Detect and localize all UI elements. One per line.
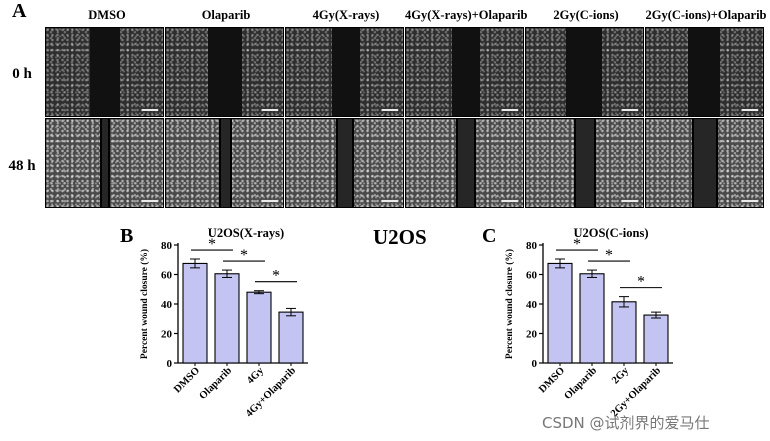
chart-xrays: U2OS(X-rays) Percent wound closure (%) 0 20… xyxy=(139,226,308,419)
column-header-2gy-cions: 2Gy(C-ions) xyxy=(553,8,619,22)
chart-cions-significance-star: * xyxy=(605,247,613,264)
wound-edge-line xyxy=(100,119,102,207)
chart-xrays-xtick-label: 4Gy xyxy=(245,365,267,387)
column-header-dmso: DMSO xyxy=(88,8,126,22)
micrograph-r0-c1 xyxy=(165,27,284,117)
wound-gap xyxy=(692,119,718,207)
chart-xrays-significance-star: * xyxy=(272,268,280,285)
wound-edge-line xyxy=(716,119,718,207)
chart-xrays-ytick-label: 20 xyxy=(161,329,173,341)
chart-cions-ytick-label: 40 xyxy=(526,299,538,311)
wound-edge-line xyxy=(692,119,694,207)
micrograph-r1-c5 xyxy=(645,118,764,208)
chart-xrays-significance-star: * xyxy=(240,247,248,264)
wound-edge-line xyxy=(108,119,110,207)
micrograph-r1-c2 xyxy=(285,118,404,208)
column-header-4gy-xrays-olaparib: 4Gy(X-rays)+Olaparib xyxy=(405,8,528,22)
micrograph-r0-c4 xyxy=(525,27,644,117)
chart-cions-bar xyxy=(579,273,605,364)
scale-bar xyxy=(382,200,398,202)
micrograph-r0-c3 xyxy=(405,27,524,117)
row-label-0h: 0 h xyxy=(12,66,32,82)
chart-xrays-bar xyxy=(214,273,240,364)
cell-line-title: U2OS xyxy=(373,225,427,249)
scale-bar xyxy=(142,200,158,202)
wound-gap xyxy=(574,119,596,207)
micrograph-r0-c0 xyxy=(45,27,164,117)
micrograph-r1-c1 xyxy=(165,118,284,208)
wound-gap xyxy=(456,119,476,207)
scale-bar xyxy=(382,109,398,111)
chart-cions-title: U2OS(C-ions) xyxy=(573,226,648,240)
panel-c-label: C xyxy=(482,225,497,247)
scale-bar xyxy=(262,109,278,111)
micrograph-r1-c0 xyxy=(45,118,164,208)
micrograph-r1-c3 xyxy=(405,118,524,208)
wound-gap xyxy=(219,119,232,207)
chart-xrays-title: U2OS(X-rays) xyxy=(208,226,284,240)
scale-bar xyxy=(742,200,758,202)
chart-cions-ytick-label: 60 xyxy=(526,270,538,282)
column-header-olaparib: Olaparib xyxy=(201,8,251,22)
scale-bar xyxy=(262,200,278,202)
micrograph-r0-c2 xyxy=(285,27,404,117)
chart-cions-ytick-label: 80 xyxy=(526,240,538,252)
wound-edge-line xyxy=(456,119,458,207)
chart-cions-xtick-label: Olaparib xyxy=(562,365,599,402)
chart-xrays-ytick-label: 60 xyxy=(161,270,173,282)
chart-xrays-xtick-label: DMSO xyxy=(172,365,202,395)
micrograph-r1-c4 xyxy=(525,118,644,208)
watermark: CSDN @试剂界的爱马仕 xyxy=(542,414,710,432)
chart-cions-significance-star: * xyxy=(573,236,581,253)
scale-bar xyxy=(502,109,518,111)
row-label-48h: 48 h xyxy=(8,158,36,174)
chart-xrays-ylabel: Percent wound closure (%) xyxy=(139,249,150,359)
chart-cions-ytick-label: 0 xyxy=(532,358,538,370)
chart-xrays-ytick-label: 80 xyxy=(161,240,173,252)
scale-bar xyxy=(622,109,638,111)
scale-bar xyxy=(622,200,638,202)
panel-b-label: B xyxy=(120,225,134,247)
scale-bar xyxy=(142,109,158,111)
chart-xrays-ytick-label: 0 xyxy=(167,358,173,370)
panel-a-label: A xyxy=(12,0,27,22)
chart-xrays-xtick-label: Olaparib xyxy=(197,365,234,402)
wound-edge-line xyxy=(352,119,354,207)
wound-edge-line xyxy=(474,119,476,207)
chart-cions-xtick-label: 2Gy xyxy=(610,365,632,387)
wound-edge-line xyxy=(594,119,596,207)
chart-xrays-ytick-label: 40 xyxy=(161,299,173,311)
chart-xrays-bar xyxy=(182,262,208,364)
chart-cions-xtick-label: DMSO xyxy=(537,365,567,395)
wound-edge-line xyxy=(230,119,232,207)
wound-gap xyxy=(452,28,480,116)
chart-cions-ytick-label: 20 xyxy=(526,329,538,341)
wound-edge-line xyxy=(219,119,221,207)
wound-gap xyxy=(208,28,242,116)
column-header-2gy-cions-olaparib: 2Gy(C-ions)+Olaparib xyxy=(645,8,767,22)
chart-cions: U2OS(C-ions) Percent wound closure (%) 0 20… xyxy=(504,226,673,419)
wound-gap xyxy=(100,119,110,207)
chart-cions-significance-star: * xyxy=(637,274,645,291)
wound-gap xyxy=(90,28,120,116)
scale-bar xyxy=(742,109,758,111)
chart-cions-bar xyxy=(643,314,669,364)
wound-gap xyxy=(332,28,360,116)
chart-cions-bar xyxy=(611,301,637,364)
chart-xrays-bar xyxy=(278,311,304,364)
chart-xrays-significance-star: * xyxy=(208,236,216,253)
wound-edge-line xyxy=(574,119,576,207)
wound-edge-line xyxy=(336,119,338,207)
chart-cions-bar xyxy=(547,262,573,364)
wound-gap xyxy=(336,119,354,207)
wound-gap xyxy=(688,28,720,116)
micrograph-r0-c5 xyxy=(645,27,764,117)
chart-xrays-bar xyxy=(246,291,272,364)
scale-bar xyxy=(502,200,518,202)
column-header-4gy-xrays: 4Gy(X-rays) xyxy=(312,8,380,22)
wound-gap xyxy=(566,28,602,116)
chart-cions-ylabel: Percent wound closure (%) xyxy=(504,249,515,359)
